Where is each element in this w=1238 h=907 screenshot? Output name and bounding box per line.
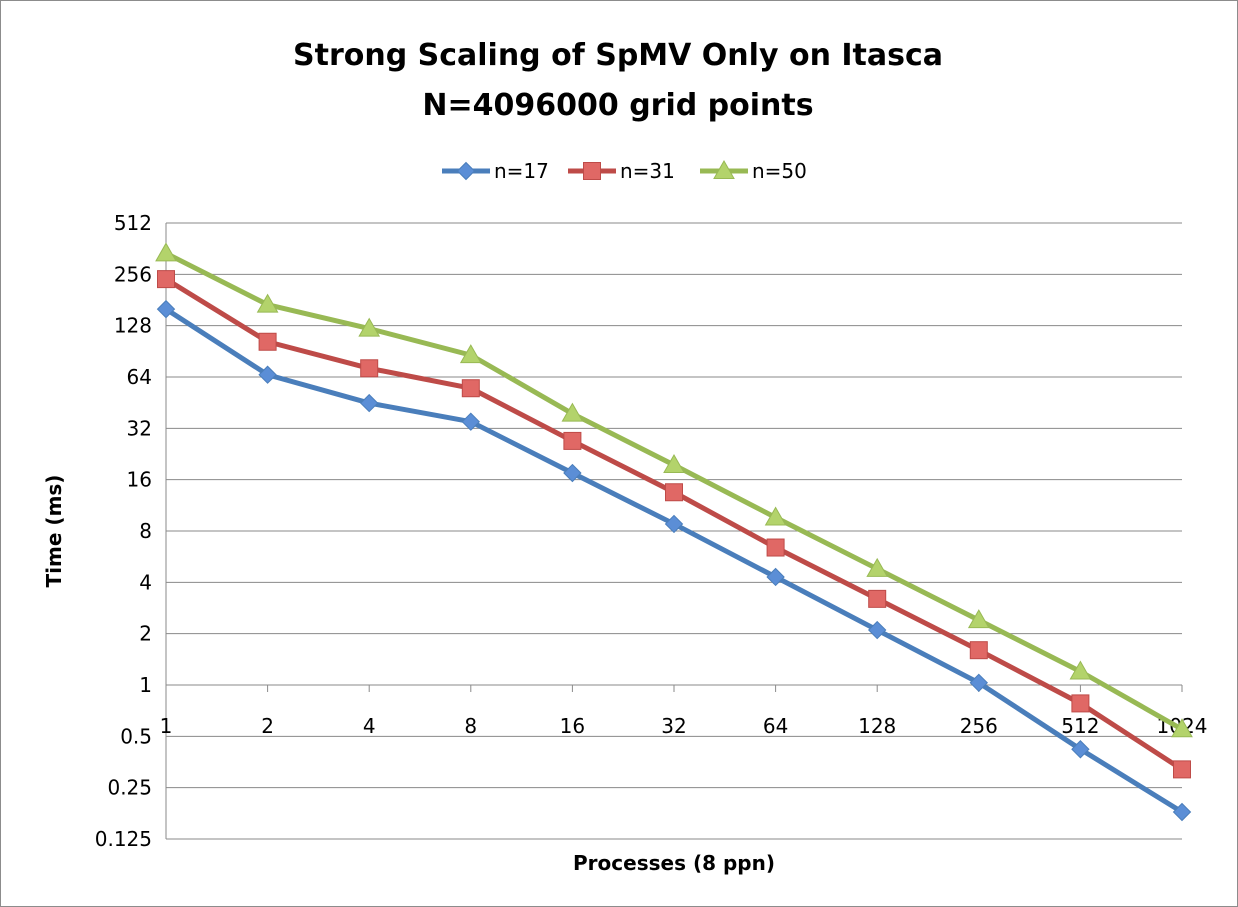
x-tick-label-128: 128 (858, 714, 896, 738)
data-point-n-17-2 (258, 365, 277, 384)
x-tick-label-32: 32 (661, 714, 686, 738)
data-point-n-50-8 (459, 344, 482, 364)
data-point-n-50-1 (155, 242, 177, 262)
y-tick-label-256: 256 (114, 262, 152, 286)
data-point-n-31-512 (1071, 694, 1090, 713)
series-n-17 (156, 299, 1192, 822)
data-point-n-31-256 (969, 641, 988, 660)
legend-marker-n-17 (456, 161, 476, 181)
series-lines (155, 242, 1193, 822)
x-tick-label-1: 1 (160, 714, 173, 738)
data-point-n-17-512 (1071, 740, 1090, 759)
legend-item-n-17: n=17 (442, 159, 549, 183)
data-point-n-50-256 (967, 609, 990, 629)
data-point-n-17-4 (359, 393, 379, 413)
data-point-n-17-64 (766, 567, 785, 587)
data-point-n-31-1024 (1173, 760, 1191, 779)
legend-marker-n-31 (583, 162, 601, 180)
data-point-n-31-4 (360, 359, 379, 378)
data-point-n-31-1 (157, 270, 175, 289)
legend-marker-n-50 (713, 159, 735, 179)
x-tick-label-4: 4 (363, 714, 376, 738)
y-tick-label-1: 1 (139, 673, 152, 697)
y-tick-label-8: 8 (139, 519, 152, 543)
data-point-n-17-1024 (1172, 802, 1192, 822)
y-tick-label-0-125: 0.125 (95, 827, 152, 851)
y-axis-tick-labels: 0.125 0.25 0.5 1 2 4 8 16 32 64 128 256 512 (95, 211, 152, 851)
data-point-n-50-1024 (1171, 718, 1193, 738)
x-tick-label-16: 16 (560, 714, 585, 738)
x-tick-label-512: 512 (1061, 714, 1099, 738)
x-tick-label-8: 8 (464, 714, 477, 738)
series-n-31 (157, 270, 1191, 779)
data-point-n-31-32 (665, 483, 683, 502)
data-point-n-50-32 (663, 454, 685, 474)
x-axis-tick-labels: 12481632641282565121024 (160, 714, 1208, 738)
x-tick-label-2: 2 (261, 714, 274, 738)
data-point-n-31-16 (563, 431, 582, 450)
x-tick-label-256: 256 (960, 714, 998, 738)
legend-label-n-17: n=17 (494, 159, 549, 183)
data-point-n-17-1 (156, 299, 176, 319)
y-tick-label-16: 16 (127, 468, 152, 492)
series-n-50 (155, 242, 1193, 738)
x-axis-title: Processes (8 ppn) (573, 851, 775, 875)
data-point-n-50-16 (561, 402, 584, 422)
y-tick-label-2: 2 (139, 622, 152, 646)
legend-label-n-31: n=31 (620, 159, 675, 183)
data-point-n-17-16 (563, 463, 582, 483)
x-tick-label-64: 64 (763, 714, 788, 738)
gridlines (166, 222, 1182, 789)
data-point-n-31-2 (258, 332, 277, 351)
y-tick-label-0-5: 0.5 (120, 724, 152, 748)
legend: n=17 n=31 n=50 (442, 159, 807, 183)
y-tick-label-32: 32 (127, 416, 152, 440)
legend-item-n-50: n=50 (700, 159, 807, 183)
data-point-n-31-8 (461, 379, 480, 398)
legend-label-n-50: n=50 (752, 159, 807, 183)
data-point-n-31-128 (868, 589, 887, 608)
y-tick-label-512: 512 (114, 211, 152, 235)
data-point-n-17-256 (969, 673, 989, 693)
data-point-n-31-64 (766, 538, 785, 557)
data-point-n-17-128 (867, 620, 887, 640)
data-point-n-50-2 (256, 293, 279, 313)
data-point-n-50-64 (764, 506, 787, 526)
y-axis-title: Time (ms) (42, 475, 66, 588)
y-tick-label-0-25: 0.25 (107, 776, 152, 800)
data-point-n-17-32 (664, 514, 684, 534)
chart-title-line-1: Strong Scaling of SpMV Only on Itasca (293, 38, 943, 73)
y-tick-label-128: 128 (114, 314, 152, 338)
chart-title-line-2: N=4096000 grid points (422, 88, 813, 123)
y-tick-label-64: 64 (127, 365, 152, 389)
y-tick-label-4: 4 (139, 570, 152, 594)
data-point-n-50-128 (866, 557, 889, 577)
chart-title: Strong Scaling of SpMV Only on Itasca N=… (293, 38, 943, 123)
data-point-n-50-512 (1069, 660, 1092, 680)
data-point-n-17-8 (461, 412, 481, 431)
data-point-n-50-4 (358, 317, 381, 337)
legend-item-n-31: n=31 (568, 159, 675, 183)
